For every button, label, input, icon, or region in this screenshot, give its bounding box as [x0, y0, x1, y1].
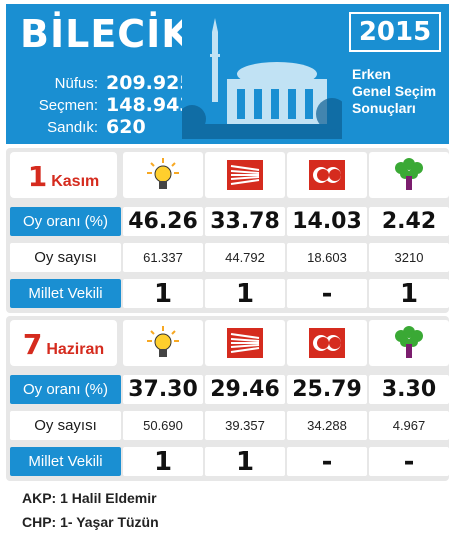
- akp-lightbulb-icon: [123, 320, 203, 366]
- vote-rate-chp: 33.78: [205, 207, 285, 236]
- stat-value: 209.925: [106, 72, 193, 94]
- date-day: 1: [27, 160, 48, 193]
- vote-count-chp: 39.357: [205, 411, 285, 440]
- mps-row: Millet Vekili 1 1 - 1: [6, 276, 449, 311]
- mps-akp: 1: [123, 279, 203, 309]
- elected-mp-chp: CHP: 1- Yaşar Tüzün: [22, 514, 159, 530]
- vote-rate-label: Oy oranı (%): [10, 375, 121, 404]
- vote-rate-akp: 46.26: [123, 207, 203, 236]
- subtitle-line: Genel Seçim: [352, 83, 437, 99]
- date-month: Haziran: [46, 341, 105, 358]
- stat-population: Nüfus: 209.925: [18, 72, 193, 94]
- chp-six-arrows-icon: [205, 320, 285, 366]
- mps-chp: 1: [205, 447, 285, 477]
- party-logos-row: 1 Kasım: [6, 148, 449, 202]
- stat-label: Nüfus:: [54, 74, 98, 92]
- city-name: BİLECİK: [20, 12, 192, 56]
- vote-count-akp: 50.690: [123, 411, 203, 440]
- vote-rate-row: Oy oranı (%) 46.26 33.78 14.03 2.42: [6, 204, 449, 239]
- chp-six-arrows-icon: [205, 152, 285, 198]
- mosque-building-illustration: [182, 14, 342, 139]
- mps-akp: 1: [123, 447, 203, 477]
- vote-rate-row: Oy oranı (%) 37.30 29.46 25.79 3.30: [6, 372, 449, 407]
- vote-count-label: Oy sayısı: [10, 243, 121, 272]
- akp-lightbulb-icon: [123, 152, 203, 198]
- vote-count-chp: 44.792: [205, 243, 285, 272]
- vote-count-row: Oy sayısı 50.690 39.357 34.288 4.967: [6, 408, 449, 443]
- mhp-crescents-icon: [287, 152, 367, 198]
- election-date: 1 Kasım: [10, 152, 117, 198]
- date-month: Kasım: [51, 173, 100, 190]
- vote-rate-hdp: 2.42: [369, 207, 449, 236]
- stat-value: 620: [106, 116, 146, 138]
- vote-count-mhp: 34.288: [287, 411, 367, 440]
- mps-hdp: 1: [369, 279, 449, 309]
- election-year: 2015: [349, 12, 441, 52]
- stat-label: Sandık:: [47, 118, 98, 136]
- election-date: 7 Haziran: [10, 320, 117, 366]
- elected-mp-akp: AKP: 1 Halil Eldemir: [22, 490, 157, 506]
- stat-label: Seçmen:: [38, 96, 98, 114]
- stat-ballot-boxes: Sandık: 620: [18, 116, 193, 138]
- stat-voters: Seçmen: 148.943: [18, 94, 193, 116]
- stat-value: 148.943: [106, 94, 193, 116]
- results-panel-november: 1 Kasım Oy oranı (%) 46.26 33.78 14.03 2…: [6, 148, 449, 313]
- date-day: 7: [22, 328, 43, 361]
- header-banner: BİLECİK Nüfus: 209.925 Seçmen: 148.943 S…: [6, 4, 449, 144]
- vote-count-akp: 61.337: [123, 243, 203, 272]
- subtitle: Erken Genel Seçim Sonuçları: [352, 66, 436, 117]
- vote-rate-mhp: 14.03: [287, 207, 367, 236]
- vote-count-mhp: 18.603: [287, 243, 367, 272]
- vote-rate-chp: 29.46: [205, 375, 285, 404]
- vote-count-hdp: 4.967: [369, 411, 449, 440]
- mps-chp: 1: [205, 279, 285, 309]
- mps-mhp: -: [287, 279, 367, 309]
- vote-count-label: Oy sayısı: [10, 411, 121, 440]
- mps-mhp: -: [287, 447, 367, 477]
- mps-label: Millet Vekili: [10, 447, 121, 476]
- vote-rate-mhp: 25.79: [287, 375, 367, 404]
- hdp-tree-icon: [369, 320, 449, 366]
- results-panel-june: 7 Haziran Oy oranı (%) 37.30 29.46 25.79…: [6, 316, 449, 481]
- mhp-crescents-icon: [287, 320, 367, 366]
- mps-hdp: -: [369, 447, 449, 477]
- vote-rate-hdp: 3.30: [369, 375, 449, 404]
- hdp-tree-icon: [369, 152, 449, 198]
- party-logos-row: 7 Haziran: [6, 316, 449, 370]
- elected-mps-list: AKP: 1 Halil Eldemir CHP: 1- Yaşar Tüzün: [22, 486, 159, 534]
- subtitle-line: Sonuçları: [352, 100, 416, 116]
- vote-count-hdp: 3210: [369, 243, 449, 272]
- subtitle-line: Erken: [352, 66, 391, 82]
- vote-rate-akp: 37.30: [123, 375, 203, 404]
- mps-label: Millet Vekili: [10, 279, 121, 308]
- mps-row: Millet Vekili 1 1 - -: [6, 444, 449, 479]
- vote-count-row: Oy sayısı 61.337 44.792 18.603 3210: [6, 240, 449, 275]
- city-stats: Nüfus: 209.925 Seçmen: 148.943 Sandık: 6…: [18, 72, 193, 138]
- vote-rate-label: Oy oranı (%): [10, 207, 121, 236]
